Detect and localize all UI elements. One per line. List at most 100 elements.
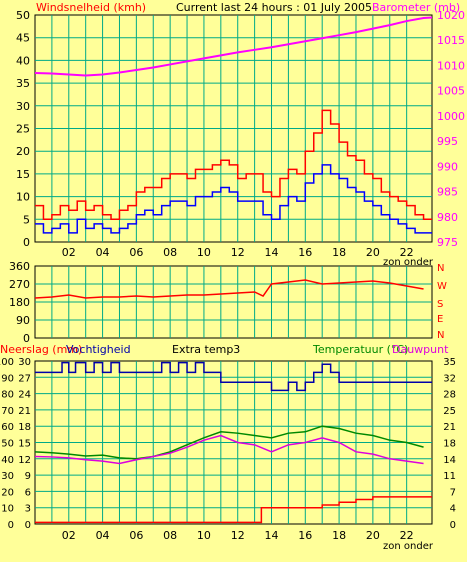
wind-ytick-label-50: 50 [16,9,30,22]
baro-ytick-label-1000: 1000 [437,110,465,123]
weather-panel-xtick-label-20: 20 [366,529,380,542]
temp-ytick-label-35: 35 [443,357,456,368]
rain-ytick-label-30: 30 [18,357,31,368]
rain-axis-title: Neerslag (mm) [0,343,82,356]
rain-ytick-label-18: 18 [18,422,31,433]
humidity-ytick-label-70: 70 [1,406,14,417]
baro-ytick-label-980: 980 [437,211,458,224]
wind-ytick-label-15: 15 [16,168,30,181]
wind-speed-line [35,164,432,234]
sunset-label-bottom: zon onder [383,541,434,552]
temperature-line [34,425,424,460]
weather-panel-xtick-label-18: 18 [332,529,346,542]
wind-gust-line [35,109,432,221]
temp-ytick-label-18: 18 [443,439,456,450]
extra-temp-label: Extra temp3 [172,343,240,356]
direction-ytick-label-0: 0 [23,332,30,345]
weather-panel-xtick-label-06: 06 [129,529,143,542]
temp-ytick-label-25: 25 [443,406,456,417]
weather-panel-xtick-label-02: 02 [62,529,76,542]
direction-ytick-label-360: 360 [9,260,30,273]
rain-ytick-label-0: 0 [25,520,31,531]
weather-panel-xtick-label-16: 16 [298,529,312,542]
rain-ytick-label-27: 27 [18,373,31,384]
wind-ytick-label-45: 45 [16,32,30,45]
wind-panel-xtick-label-20: 20 [366,246,380,259]
wind-ytick-label-35: 35 [16,77,30,90]
weather-panel-xtick-label-22: 22 [400,529,414,542]
weather-panel-xtick-label-14: 14 [265,529,279,542]
humidity-axis-title: Vochtigheid [66,343,131,356]
humidity-ytick-label-80: 80 [1,390,14,401]
weather-panel-xtick-label-12: 12 [231,529,245,542]
temp-ytick-label-32: 32 [443,373,456,384]
compass-letter-w: W [437,281,447,292]
direction-ytick-label-180: 180 [9,296,30,309]
wind-ytick-label-5: 5 [23,213,30,226]
rain-ytick-label-15: 15 [18,439,31,450]
wind-panel-xtick-label-04: 04 [96,246,110,259]
barometer-axis-title: Barometer (mb) [372,1,460,14]
weather-panel-xtick-label-08: 08 [163,529,177,542]
series-lines [34,16,433,524]
baro-ytick-label-1005: 1005 [437,85,465,98]
chart-title: Current last 24 hours : 01 July 2005 [176,1,372,14]
grid-lines [35,15,432,524]
weather-panel-xtick-label-04: 04 [96,529,110,542]
baro-ytick-label-995: 995 [437,135,458,148]
humidity-ytick-label-30: 30 [1,471,14,482]
wind-panel-xtick-label-02: 02 [62,246,76,259]
humidity-ytick-label-40: 40 [1,455,14,466]
wind-panel-xtick-label-14: 14 [265,246,279,259]
wind-panel-xtick-label-18: 18 [332,246,346,259]
baro-ytick-label-990: 990 [437,160,458,173]
wind-panel-xtick-label-12: 12 [231,246,245,259]
wind-ytick-label-10: 10 [16,191,30,204]
baro-ytick-label-1015: 1015 [437,34,465,47]
rain-ytick-label-9: 9 [25,471,31,482]
dewpoint-label: Dauwpunt [392,343,449,356]
compass-letter-e: E [437,314,443,325]
wind-panel-xtick-label-22: 22 [400,246,414,259]
temp-ytick-label-7: 7 [450,487,456,498]
compass-letter-s: S [437,299,443,310]
rain-ytick-label-6: 6 [25,487,31,498]
temp-ytick-label-14: 14 [443,455,456,466]
axis-ticks: 02 04 06 08 10 12 14 16 18 20 22051015202530354045… [0,9,465,542]
compass-letter-n-top: N [437,263,444,274]
temp-ytick-label-0: 0 [450,520,456,531]
wind-direction-line [34,279,424,299]
humidity-ytick-label-10: 10 [1,504,14,515]
baro-ytick-label-1010: 1010 [437,59,465,72]
wind-ytick-label-20: 20 [16,145,30,158]
temp-ytick-label-4: 4 [450,504,456,515]
temperature-axis-title: Temperatuur (°C) [312,343,408,356]
direction-ytick-label-90: 90 [16,314,30,327]
temp-ytick-label-21: 21 [443,422,456,433]
humidity-line [35,361,432,392]
wind-ytick-label-25: 25 [16,123,30,136]
wind-ytick-label-40: 40 [16,54,30,67]
baro-ytick-label-1020: 1020 [437,9,465,22]
compass-letter-n-bottom: N [437,330,444,341]
baro-ytick-label-975: 975 [437,236,458,249]
wind-ytick-label-0: 0 [23,236,30,249]
baro-ytick-label-985: 985 [437,186,458,199]
dewpoint-line [34,434,424,465]
barometer-line [34,16,433,77]
wind-ytick-label-30: 30 [16,100,30,113]
rain-ytick-label-3: 3 [25,504,31,515]
temp-ytick-label-11: 11 [443,471,456,482]
wind-panel-xtick-label-08: 08 [163,246,177,259]
humidity-ytick-label-0: 0 [8,520,14,531]
rain-ytick-label-12: 12 [18,455,31,466]
humidity-ytick-label-90: 90 [1,373,14,384]
rain-ytick-label-24: 24 [18,390,31,401]
wind-panel-xtick-label-06: 06 [129,246,143,259]
wind-panel-xtick-label-16: 16 [298,246,312,259]
rain-line [35,496,432,524]
weather-panel-xtick-label-10: 10 [197,529,211,542]
humidity-ytick-label-60: 60 [1,422,14,433]
